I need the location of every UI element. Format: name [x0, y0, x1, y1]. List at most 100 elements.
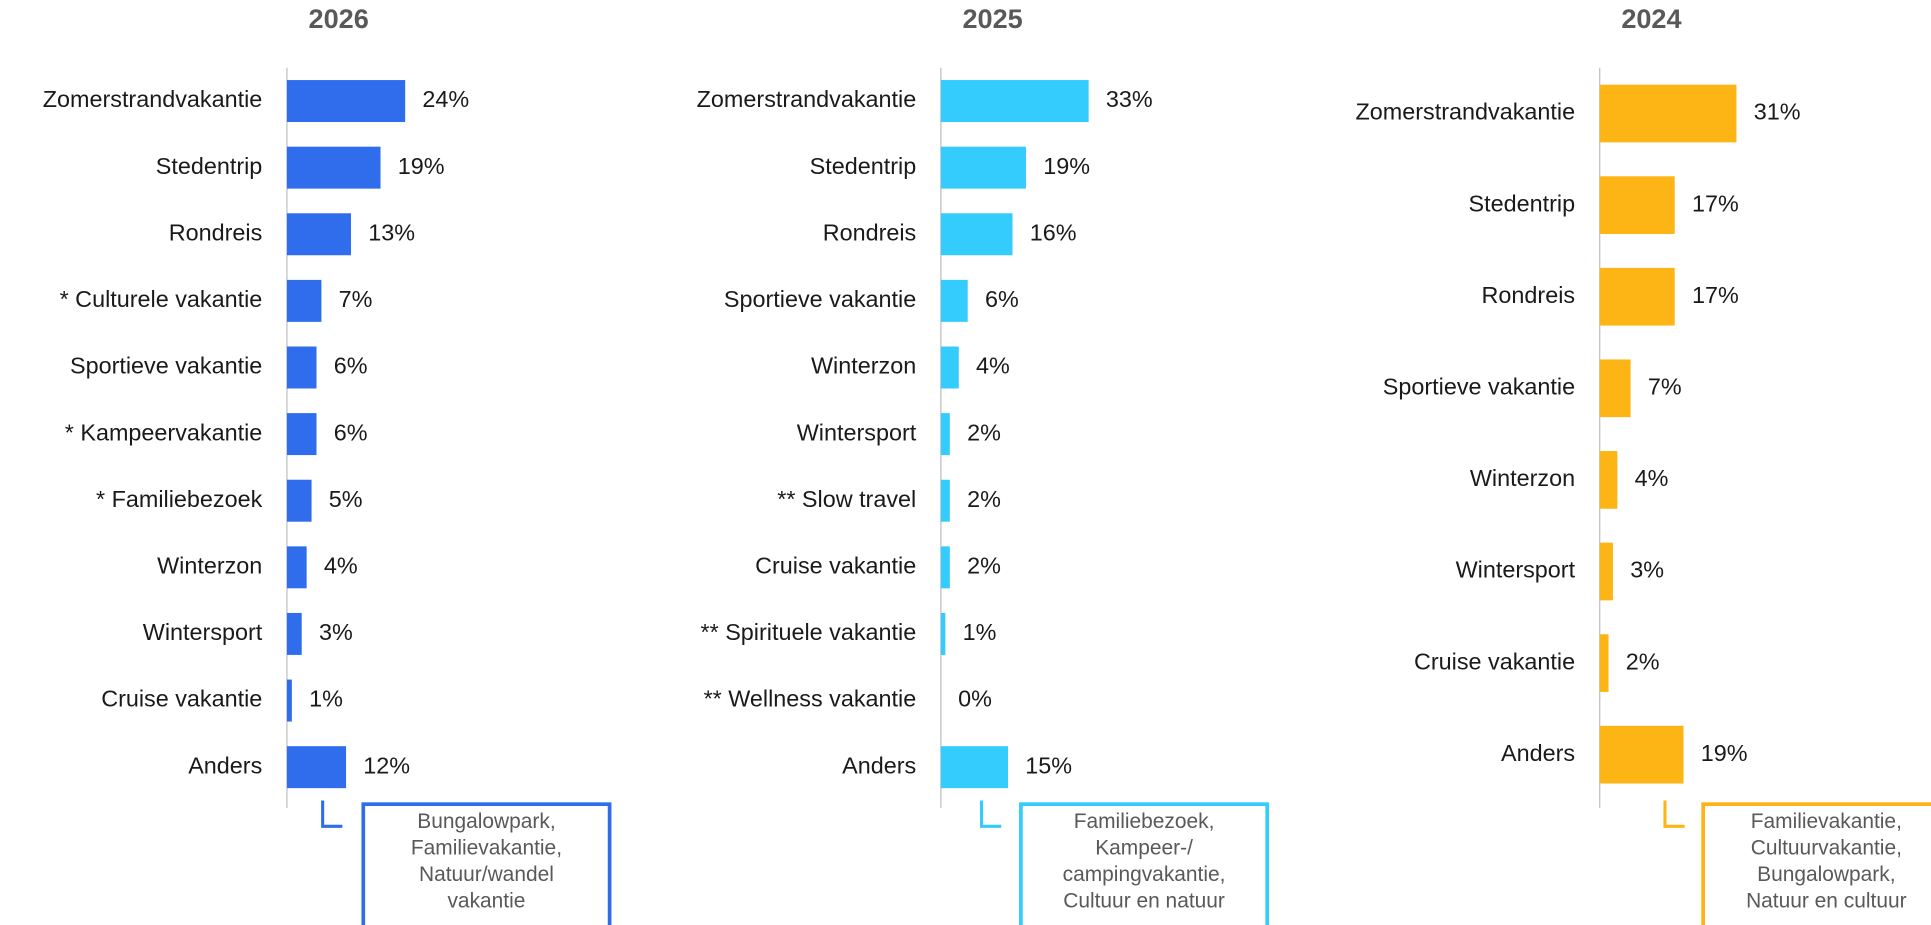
value-label: 19%	[398, 153, 445, 179]
bracket	[1663, 800, 1685, 828]
annotation-text: Kampeer-/	[1095, 837, 1193, 860]
category-label: Winterzon	[157, 553, 262, 579]
value-label: 6%	[334, 353, 368, 379]
bar	[940, 546, 950, 589]
value-label: 4%	[1635, 465, 1669, 491]
value-label: 12%	[363, 752, 410, 778]
category-label: ** Slow travel	[777, 486, 916, 512]
category-label: * Kampeervakantie	[65, 419, 263, 445]
value-label: 3%	[1630, 557, 1664, 583]
bar	[286, 746, 347, 789]
category-label: Winterzon	[1470, 465, 1575, 491]
bar	[940, 479, 950, 522]
bar	[1599, 359, 1631, 418]
category-label: Rondreis	[1482, 282, 1576, 308]
bar	[286, 479, 312, 522]
annotation-text: Cultuur en natuur	[1063, 890, 1225, 913]
value-label: 13%	[368, 219, 415, 245]
bracket	[321, 800, 343, 828]
chart-title: 2025	[962, 3, 1022, 34]
bar	[286, 346, 317, 389]
bar	[940, 612, 946, 655]
value-label: 0%	[958, 686, 992, 712]
value-label: 4%	[324, 553, 358, 579]
annotation-text: campingvakantie,	[1063, 863, 1226, 886]
bar	[1599, 451, 1618, 509]
bar	[940, 80, 1089, 123]
annotation-text: Natuur en cultuur	[1746, 890, 1907, 913]
charts: 2026 Zomerstrandvakantie 24% Stedentrip 19% R…	[43, 3, 1931, 925]
bar	[286, 146, 381, 189]
category-label: Cruise vakantie	[1414, 648, 1575, 674]
bar	[286, 612, 302, 655]
value-label: 7%	[1648, 373, 1682, 399]
value-label: 16%	[1030, 219, 1077, 245]
chart-title: 2024	[1621, 3, 1681, 34]
category-label: Stedentrip	[156, 153, 263, 179]
bar	[286, 279, 322, 322]
category-label: Wintersport	[143, 619, 263, 645]
category-label: Zomerstrandvakantie	[1356, 99, 1576, 125]
bar	[940, 413, 950, 456]
category-label: Wintersport	[1456, 557, 1576, 583]
value-label: 6%	[985, 286, 1019, 312]
category-label: Rondreis	[169, 219, 263, 245]
value-label: 6%	[334, 419, 368, 445]
bar	[1599, 542, 1613, 601]
category-label: Stedentrip	[810, 153, 917, 179]
annotation-text: Bungalowpark,	[1757, 863, 1895, 886]
value-label: 2%	[967, 486, 1001, 512]
bar	[940, 346, 959, 389]
annotation-text: Bungalowpark,	[417, 810, 555, 833]
value-label: 2%	[1626, 648, 1660, 674]
category-label: Rondreis	[823, 219, 917, 245]
value-label: 24%	[422, 86, 469, 112]
category-label: Sportieve vakantie	[70, 353, 262, 379]
value-label: 1%	[309, 686, 343, 712]
category-label: Anders	[842, 752, 916, 778]
category-label: * Familiebezoek	[96, 486, 263, 512]
category-label: Zomerstrandvakantie	[697, 86, 917, 112]
category-label: Wintersport	[797, 419, 917, 445]
bar	[940, 146, 1026, 189]
value-label: 3%	[319, 619, 353, 645]
value-label: 5%	[329, 486, 363, 512]
category-label: Stedentrip	[1469, 190, 1576, 216]
category-label: Cruise vakantie	[101, 686, 262, 712]
category-label: Sportieve vakantie	[1383, 373, 1575, 399]
annotation-text: vakantie	[447, 890, 525, 913]
category-label: Sportieve vakantie	[724, 286, 916, 312]
bar	[286, 546, 307, 589]
bracket	[979, 800, 1002, 828]
category-label: * Culturele vakantie	[60, 286, 263, 312]
category-label: Winterzon	[811, 353, 916, 379]
bar	[1599, 725, 1684, 784]
bar	[940, 746, 1009, 789]
category-label: Anders	[188, 752, 262, 778]
value-label: 17%	[1692, 190, 1739, 216]
annotation-text: Familievakantie,	[1751, 810, 1902, 833]
annotation-text: Cultuurvakantie,	[1751, 837, 1902, 860]
bar	[940, 279, 968, 322]
annotation-text: Familiebezoek,	[1074, 810, 1215, 833]
annotation-text: Natuur/wandel	[419, 863, 554, 886]
bar	[1599, 84, 1737, 143]
bar	[286, 679, 292, 722]
bar	[1599, 634, 1609, 692]
annotation-box	[1019, 802, 1270, 925]
value-label: 19%	[1043, 153, 1090, 179]
chart-title: 2026	[309, 3, 369, 34]
bar	[286, 413, 317, 456]
value-label: 2%	[967, 419, 1001, 445]
category-label: Cruise vakantie	[755, 553, 916, 579]
bar	[286, 80, 406, 123]
value-label: 17%	[1692, 282, 1739, 308]
category-label: Zomerstrandvakantie	[43, 86, 263, 112]
bar	[1599, 267, 1675, 326]
value-label: 31%	[1754, 99, 1801, 125]
annotation-box	[361, 802, 612, 925]
bar	[940, 213, 1013, 256]
value-label: 1%	[963, 619, 997, 645]
category-label: Anders	[1501, 740, 1575, 766]
